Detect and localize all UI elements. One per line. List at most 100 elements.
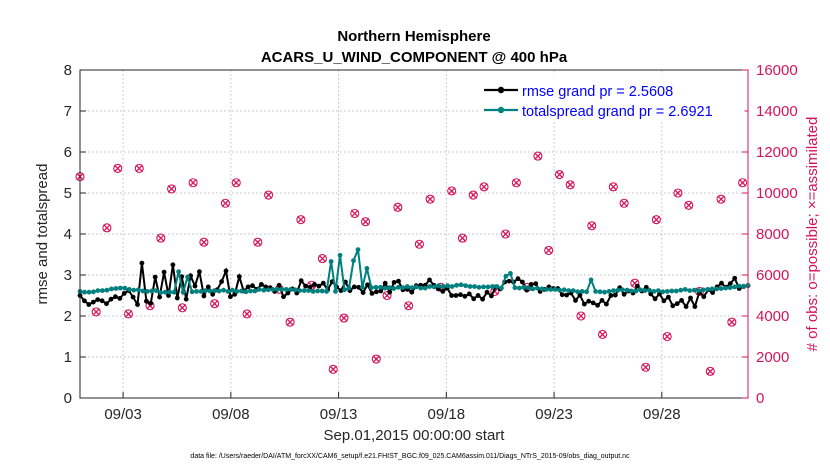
totalspread-point <box>118 286 123 291</box>
totalspread-point <box>244 289 249 294</box>
totalspread-point <box>598 289 603 294</box>
x-tick-label: 09/28 <box>643 406 681 423</box>
rmse-point <box>635 284 640 289</box>
totalspread-point <box>270 287 275 292</box>
totalspread-point <box>432 285 437 290</box>
rmse-point <box>670 303 675 308</box>
rmse-point <box>171 262 176 267</box>
y-axis-left-label: rmse and totalspread <box>34 164 51 305</box>
rmse-point <box>480 297 485 302</box>
rmse-point <box>463 294 468 299</box>
totalspread-point <box>553 287 558 292</box>
rmse-point <box>202 294 207 299</box>
y-right-tick-label: 4000 <box>756 308 789 325</box>
totalspread-point <box>158 290 163 295</box>
totalspread-point <box>400 285 405 290</box>
rmse-point <box>600 298 605 303</box>
rmse-point <box>728 281 733 286</box>
totalspread-point <box>140 289 145 294</box>
legend: rmse grand pr = 2.5608 totalspread grand… <box>478 75 744 121</box>
totalspread-point <box>643 288 648 293</box>
y-left-tick-label: 3 <box>64 267 72 284</box>
totalspread-point <box>96 288 101 293</box>
totalspread-point <box>131 288 136 293</box>
x-tick-label: 09/08 <box>212 406 250 423</box>
totalspread-point <box>360 285 365 290</box>
totalspread-point <box>239 289 244 294</box>
totalspread-point <box>692 288 697 293</box>
totalspread-point <box>602 290 607 295</box>
totalspread-point <box>660 289 665 294</box>
totalspread-point <box>575 289 580 294</box>
y-left-tick-label: 1 <box>64 349 72 366</box>
totalspread-point <box>472 284 477 289</box>
rmse-point <box>259 282 264 287</box>
totalspread-point <box>409 285 414 290</box>
totalspread-point <box>347 286 352 291</box>
y-axis-right-label: # of obs: o=possible; ×=assimilated <box>804 117 821 352</box>
rmse-point <box>175 296 180 301</box>
totalspread-point <box>687 288 692 293</box>
totalspread-point <box>329 259 334 264</box>
totalspread-point <box>414 285 419 290</box>
rmse-point <box>135 302 140 307</box>
rmse-point <box>485 290 490 295</box>
y-right-tick-label: 10000 <box>756 185 798 202</box>
totalspread-point <box>508 271 513 276</box>
totalspread-point <box>302 288 307 293</box>
totalspread-point <box>423 286 428 291</box>
rmse-point <box>507 279 512 284</box>
rmse-point <box>277 283 282 288</box>
legend-spread-label: totalspread grand pr = 2.6921 <box>522 104 713 120</box>
totalspread-point <box>82 290 87 295</box>
totalspread-point <box>436 283 441 288</box>
rmse-point <box>613 293 618 298</box>
totalspread-point <box>454 283 459 288</box>
totalspread-point <box>678 288 683 293</box>
rmse-point <box>520 280 525 285</box>
totalspread-point <box>696 288 701 293</box>
rmse-point <box>144 299 149 304</box>
data-file-footnote: data file: /Users/raeder/DAI/ATM_forcXX/… <box>190 453 630 460</box>
y-right-tick-label: 14000 <box>756 103 798 120</box>
totalspread-point <box>427 284 432 289</box>
totalspread-point <box>396 285 401 290</box>
rmse-point <box>604 302 609 307</box>
legend-spread-marker <box>498 107 504 113</box>
totalspread-point <box>571 288 576 293</box>
y-right-tick-label: 16000 <box>756 62 798 79</box>
totalspread-point <box>163 290 168 295</box>
rmse-point <box>299 278 304 283</box>
totalspread-point <box>741 284 746 289</box>
totalspread-point <box>235 289 240 294</box>
rmse-point <box>489 294 494 299</box>
rmse-point <box>157 295 162 300</box>
totalspread-point <box>459 282 464 287</box>
y-left-tick-label: 6 <box>64 144 72 161</box>
totalspread-point <box>544 287 549 292</box>
rmse-point <box>392 280 397 285</box>
totalspread-point <box>315 289 320 294</box>
totalspread-point <box>732 285 737 290</box>
rmse-point <box>662 298 667 303</box>
totalspread-point <box>122 286 127 291</box>
rmse-point <box>449 293 454 298</box>
rmse-point <box>82 298 87 303</box>
rmse-point <box>440 289 445 294</box>
totalspread-point <box>499 286 504 291</box>
rmse-point <box>560 292 565 297</box>
rmse-point <box>86 302 91 307</box>
totalspread-point <box>374 285 379 290</box>
rmse-point <box>701 294 706 299</box>
totalspread-point <box>616 288 621 293</box>
rmse-point <box>383 281 388 286</box>
totalspread-point <box>710 287 715 292</box>
totalspread-point <box>190 289 195 294</box>
legend-rmse-marker <box>498 87 504 93</box>
totalspread-point <box>378 285 383 290</box>
totalspread-point <box>342 287 347 292</box>
chart-title: Northern Hemisphere <box>337 28 490 45</box>
chart-subtitle: ACARS_U_WIND_COMPONENT @ 400 hPa <box>261 49 568 66</box>
totalspread-point <box>513 285 518 290</box>
rmse-point <box>622 292 627 297</box>
